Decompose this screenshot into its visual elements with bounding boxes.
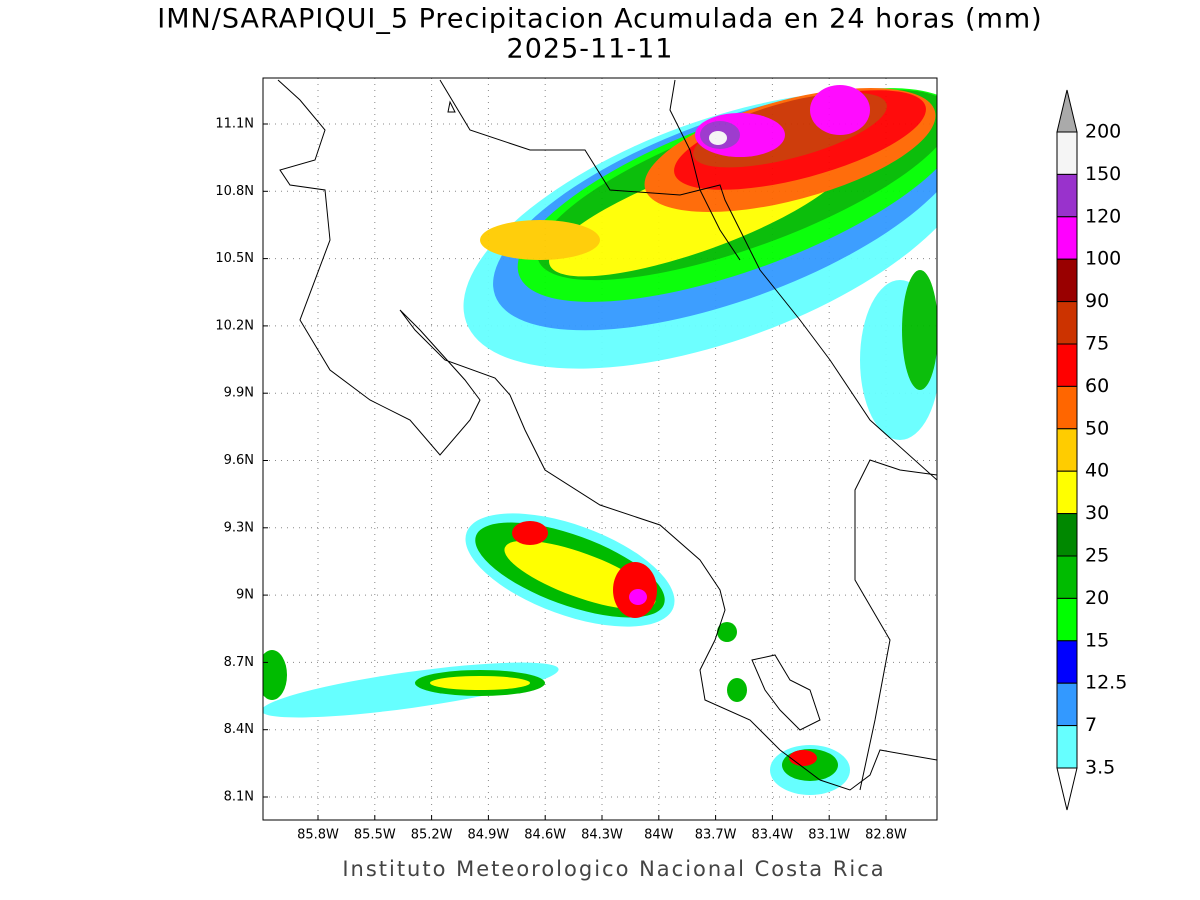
x-tick-label: 83.1W [808, 828, 850, 843]
colorbar-label: 12.5 [1085, 672, 1127, 694]
colorbar-label: 30 [1085, 502, 1109, 524]
colorbar: 200 150 120 100 90 75 60 50 40 30 25 20 15 12.5 7 3.5 [1056, 89, 1127, 811]
x-tick-label: 83.4W [751, 828, 793, 843]
colorbar-label: 25 [1085, 545, 1109, 567]
colorbar-box [1056, 301, 1078, 345]
y-tick-label: 11.1N [215, 117, 254, 132]
y-tick-label: 8.4N [224, 722, 254, 737]
x-tick-label: 85.5W [354, 828, 396, 843]
y-tick-label: 10.8N [215, 184, 254, 199]
colorbar-label: 200 [1085, 121, 1121, 143]
precip-field [263, 85, 937, 795]
x-tick-label: 85.2W [411, 828, 453, 843]
colorbar-box [1056, 470, 1078, 515]
x-tick-label: 85.8W [297, 828, 339, 843]
colorbar-box [1056, 513, 1078, 557]
x-tick-label: 84.6W [524, 828, 566, 843]
colorbar-box [1056, 640, 1078, 684]
colorbar-box [1056, 597, 1078, 642]
y-tick-label: 8.1N [224, 790, 254, 805]
colorbar-box [1056, 131, 1078, 175]
footer: Instituto Meteorologico Nacional Costa R… [342, 857, 885, 881]
x-tick-label: 84.9W [467, 828, 509, 843]
colorbar-box [1056, 343, 1078, 387]
colorbar-box [1056, 216, 1078, 260]
colorbar-label: 20 [1085, 587, 1109, 609]
colorbar-label: 15 [1085, 629, 1109, 651]
colorbar-label: 75 [1085, 333, 1109, 355]
x-tick-label: 83.7W [695, 828, 737, 843]
colorbar-box [1056, 428, 1078, 472]
colorbar-box [1056, 725, 1078, 769]
y-tick-label: 9.9N [224, 386, 254, 401]
x-tick-label: 82.8W [865, 828, 907, 843]
colorbar-label: 50 [1085, 417, 1109, 439]
map-frame [262, 77, 938, 821]
axis-labels: 85.8W 85.5W 85.2W 84.9W 84.6W 84.3W 84W 83.7W 83… [215, 117, 907, 843]
colorbar-label: 3.5 [1085, 757, 1115, 779]
colorbar-box [1056, 555, 1078, 599]
colorbar-box [1056, 258, 1078, 303]
colorbar-label: 90 [1085, 290, 1109, 312]
coastlines [277, 79, 937, 791]
colorbar-box [1056, 385, 1078, 430]
colorbar-label: 60 [1085, 375, 1109, 397]
colorbar-label: 120 [1085, 205, 1121, 227]
colorbar-box [1056, 173, 1078, 218]
x-tick-label: 84.3W [581, 828, 623, 843]
y-tick-label: 9N [236, 588, 254, 603]
colorbar-over [1056, 89, 1078, 133]
y-tick-label: 10.5N [215, 251, 254, 266]
y-tick-label: 10.2N [215, 318, 254, 333]
title: IMN/SARAPIQUI_5 Precipitacion Acumulada … [157, 4, 1042, 35]
colorbar-under [1056, 767, 1078, 811]
colorbar-label: 100 [1085, 248, 1121, 270]
y-tick-label: 8.7N [224, 655, 254, 670]
y-tick-label: 9.6N [224, 453, 254, 468]
y-tick-label: 9.3N [224, 520, 254, 535]
subtitle: 2025-11-11 [507, 34, 674, 65]
colorbar-label: 150 [1085, 163, 1121, 185]
colorbar-label: 40 [1085, 460, 1109, 482]
colorbar-label: 7 [1085, 714, 1097, 736]
x-tick-label: 84W [644, 828, 674, 843]
colorbar-box [1056, 682, 1078, 727]
